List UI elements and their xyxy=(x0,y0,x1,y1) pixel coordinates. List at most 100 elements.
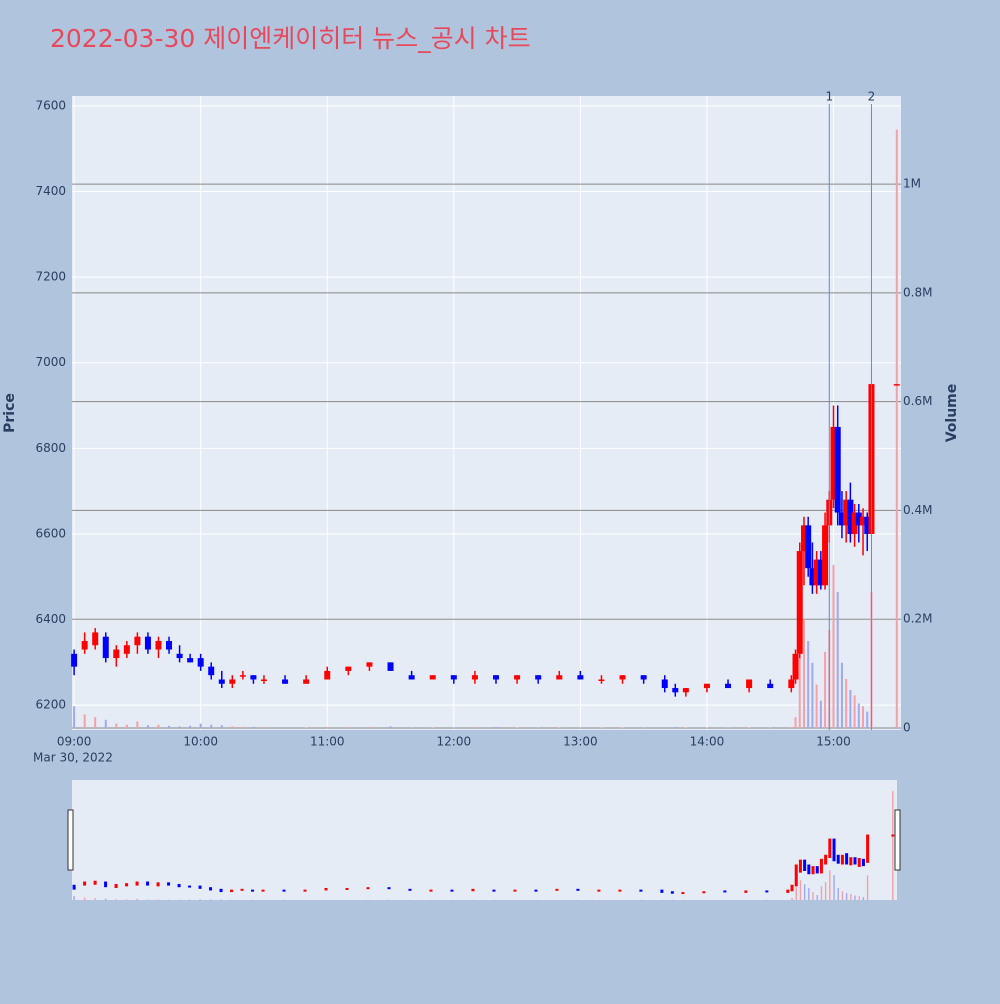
volume-bar xyxy=(347,727,350,728)
volume-bar xyxy=(866,711,869,728)
mini-volume-bar xyxy=(787,899,789,901)
mini-volume-bar xyxy=(136,898,138,900)
candle-body xyxy=(822,525,829,586)
candle-body xyxy=(208,666,215,676)
volume-bar xyxy=(220,725,223,728)
volume-bar xyxy=(326,726,329,728)
volume-bar xyxy=(494,726,497,728)
volume-bar xyxy=(452,727,455,728)
mini-volume-bar xyxy=(220,899,222,901)
slider-handle-left[interactable] xyxy=(67,809,74,871)
volume-bar xyxy=(857,703,860,728)
mini-volume-bar xyxy=(791,898,793,900)
candle-body xyxy=(860,516,867,526)
mini-volume-bar xyxy=(745,899,747,901)
y2-tick-label: 0.8M xyxy=(903,285,932,299)
candle-body xyxy=(703,683,710,689)
y2-tick-label: 1M xyxy=(903,177,921,191)
candle-body xyxy=(113,649,120,659)
candle-body xyxy=(144,636,151,650)
x-tick-label: 13:00 xyxy=(563,735,598,749)
volume-bar xyxy=(210,724,213,728)
chart-title: 2022-03-30 제이엔케이히터 뉴스_공시 차트 xyxy=(50,24,531,53)
candle-body xyxy=(92,632,99,646)
candle-body xyxy=(864,516,871,534)
x-tick-label: 09:00 xyxy=(57,735,92,749)
candle-body xyxy=(387,662,394,671)
candle-body xyxy=(843,499,850,526)
mini-volume-bar xyxy=(409,899,411,901)
mini-volume-bar xyxy=(556,899,558,901)
volume-bar xyxy=(368,726,371,728)
mini-volume-bar xyxy=(808,888,810,900)
y-tick-label: 6200 xyxy=(35,698,66,712)
mini-volume-bar xyxy=(493,899,495,901)
candle-body xyxy=(851,512,858,534)
candle-body xyxy=(817,559,824,586)
mini-volume-bar xyxy=(472,899,474,901)
mini-volume-bar xyxy=(829,870,831,900)
mini-volume-bar xyxy=(241,899,243,901)
mini-volume-bar xyxy=(157,899,159,900)
mini-volume-bar xyxy=(104,898,107,900)
volume-bar xyxy=(798,657,801,728)
y-tick-label: 6800 xyxy=(35,441,66,455)
slider-handle-right[interactable] xyxy=(894,809,901,871)
mini-volume-bar xyxy=(598,899,600,901)
mini-volume-bar xyxy=(209,899,212,900)
mini-volume-bar xyxy=(799,880,802,900)
volume-bar xyxy=(252,726,255,728)
candle-body xyxy=(619,675,626,680)
candle-body xyxy=(324,670,331,680)
mini-volume-bar xyxy=(83,897,86,900)
volume-bar xyxy=(832,564,835,728)
mini-volume-bar xyxy=(824,882,827,900)
y2-tick-label: 0.2M xyxy=(903,612,932,626)
range-slider[interactable] xyxy=(72,780,897,900)
mini-volume-bar xyxy=(837,888,839,900)
volume-bar xyxy=(802,619,805,728)
volume-bar xyxy=(815,684,818,728)
candle-body xyxy=(556,675,563,680)
candle-body xyxy=(746,679,753,689)
mini-volume-bar xyxy=(682,899,684,901)
candle-body xyxy=(134,636,141,646)
candle-body xyxy=(197,658,204,667)
mini-volume-bar xyxy=(803,884,806,900)
volume-bar xyxy=(189,725,192,728)
mini-volume-bar xyxy=(854,895,856,900)
volume-bar xyxy=(125,724,128,728)
mini-volume-bar xyxy=(703,899,705,901)
y-tick-label: 6400 xyxy=(35,612,66,626)
mini-volume-bar xyxy=(816,895,818,900)
candle-body xyxy=(239,675,246,677)
candle-body xyxy=(260,679,267,681)
candle-body xyxy=(429,675,436,680)
volume-bar xyxy=(516,727,519,728)
volume-bar xyxy=(600,727,603,729)
volume-bar xyxy=(853,695,856,728)
mini-volume-bar xyxy=(795,887,797,900)
candle-body xyxy=(492,675,499,680)
mini-volume-bar xyxy=(845,893,848,900)
y-tick-label: 7400 xyxy=(35,184,66,198)
volume-bar xyxy=(819,700,822,728)
candle-body xyxy=(123,645,130,654)
mini-volume-bar xyxy=(862,897,865,900)
x-tick-label: 14:00 xyxy=(690,735,725,749)
candle-body xyxy=(176,653,183,659)
mini-volume-bar xyxy=(535,899,537,901)
candle-body xyxy=(796,551,803,654)
mini-volume-bar xyxy=(866,875,869,900)
volume-bar xyxy=(83,714,86,728)
candle-body xyxy=(661,679,668,689)
volume-bar xyxy=(231,726,234,728)
volume-bar xyxy=(845,679,848,728)
annotation-label: 2 xyxy=(868,90,876,104)
candle-body xyxy=(218,679,225,684)
candle-body xyxy=(345,666,352,671)
candle-body xyxy=(792,653,799,680)
volume-bar xyxy=(104,719,107,728)
mini-volume-bar xyxy=(724,899,726,901)
candle-body xyxy=(855,512,862,526)
